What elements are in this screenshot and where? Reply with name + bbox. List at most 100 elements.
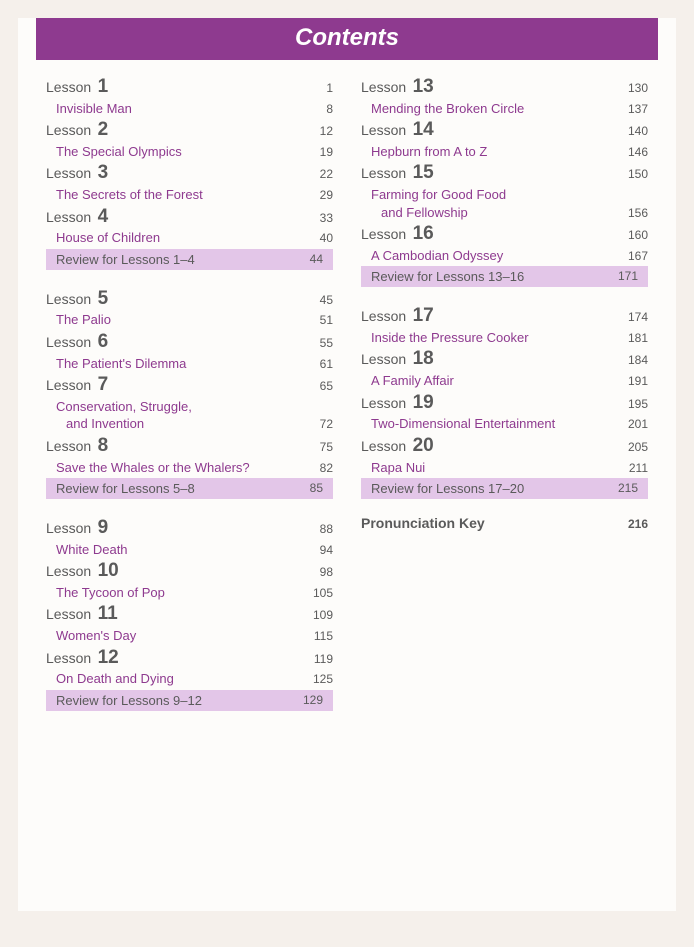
- page-num: 130: [618, 80, 648, 96]
- review-1-4: Review for Lessons 1–4 44: [46, 249, 333, 270]
- lesson-1: Lesson 1 1 Invisible Man 8: [46, 74, 333, 117]
- lesson-subtitle: White Death: [56, 541, 128, 559]
- page-num: 94: [303, 542, 333, 558]
- page-num: 109: [303, 607, 333, 623]
- lesson-subtitle: Women's Day: [56, 627, 136, 645]
- lesson-subtitle: Farming for Good Food: [371, 186, 506, 204]
- page-num: 88: [303, 521, 333, 537]
- pron-page: 216: [618, 517, 648, 531]
- group-3: Lesson 9 88 White Death 94 Lesson 10 98 …: [46, 515, 333, 711]
- lesson-7: Lesson 7 65 Conservation, Struggle, and …: [46, 372, 333, 433]
- page-num: 65: [303, 378, 333, 394]
- contents-header: Contents: [36, 18, 658, 60]
- page-num: 22: [303, 166, 333, 182]
- review-page: 171: [618, 269, 638, 284]
- group-5: Lesson 17 174 Inside the Pressure Cooker…: [361, 303, 648, 499]
- lesson-subtitle: Invisible Man: [56, 100, 132, 118]
- page-num: 33: [303, 210, 333, 226]
- review-page: 215: [618, 481, 638, 496]
- lesson-word: Lesson: [46, 291, 91, 307]
- lesson-13: Lesson 13 130 Mending the Broken Circle …: [361, 74, 648, 117]
- lesson-subtitle: The Secrets of the Forest: [56, 186, 203, 204]
- lesson-11: Lesson 11 109 Women's Day 115: [46, 601, 333, 644]
- page-num: 115: [303, 628, 333, 644]
- page-num: 29: [303, 187, 333, 203]
- pronunciation-key: Pronunciation Key 216: [361, 515, 648, 531]
- lesson-subtitle: Inside the Pressure Cooker: [371, 329, 529, 347]
- review-label: Review for Lessons 17–20: [371, 481, 524, 496]
- lesson-subtitle: and Invention: [66, 415, 144, 433]
- lesson-subtitle: and Fellowship: [381, 204, 468, 222]
- review-13-16: Review for Lessons 13–16 171: [361, 266, 648, 287]
- lesson-subtitle: The Palio: [56, 311, 111, 329]
- lesson-subtitle: Mending the Broken Circle: [371, 100, 524, 118]
- lesson-17: Lesson 17 174 Inside the Pressure Cooker…: [361, 303, 648, 346]
- lesson-num: 2: [98, 119, 109, 140]
- lesson-5: Lesson 5 45 The Palio 51: [46, 286, 333, 329]
- lesson-15: Lesson 15 150 Farming for Good Food and …: [361, 160, 648, 221]
- lesson-19: Lesson 19 195 Two-Dimensional Entertainm…: [361, 390, 648, 433]
- review-page: 129: [303, 693, 323, 708]
- lesson-word: Lesson: [361, 351, 406, 367]
- lesson-num: 17: [413, 305, 434, 326]
- page-num: 191: [618, 373, 648, 389]
- lesson-word: Lesson: [46, 209, 91, 225]
- lesson-8: Lesson 8 75 Save the Whales or the Whale…: [46, 433, 333, 476]
- review-label: Review for Lessons 13–16: [371, 269, 524, 284]
- lesson-word: Lesson: [361, 122, 406, 138]
- lesson-word: Lesson: [46, 377, 91, 393]
- lesson-word: Lesson: [46, 334, 91, 350]
- lesson-subtitle: The Patient's Dilemma: [56, 355, 186, 373]
- page-num: 195: [618, 396, 648, 412]
- lesson-word: Lesson: [361, 308, 406, 324]
- group-4: Lesson 13 130 Mending the Broken Circle …: [361, 74, 648, 287]
- lesson-subtitle: On Death and Dying: [56, 670, 174, 688]
- lesson-num: 8: [98, 435, 109, 456]
- lesson-subtitle: Rapa Nui: [371, 459, 425, 477]
- page-num: 40: [303, 230, 333, 246]
- lesson-3: Lesson 3 22 The Secrets of the Forest 29: [46, 160, 333, 203]
- lesson-num: 20: [413, 435, 434, 456]
- page-num: 105: [303, 585, 333, 601]
- lesson-18: Lesson 18 184 A Family Affair 191: [361, 346, 648, 389]
- lesson-word: Lesson: [46, 165, 91, 181]
- contents-page: Contents Lesson 1 1 Invisible Man 8: [18, 18, 676, 911]
- page-num: 55: [303, 335, 333, 351]
- lesson-subtitle: Hepburn from A to Z: [371, 143, 487, 161]
- lesson-num: 16: [413, 223, 434, 244]
- lesson-word: Lesson: [46, 79, 91, 95]
- toc-columns: Lesson 1 1 Invisible Man 8 Lesson 2 12 T…: [18, 74, 676, 727]
- lesson-subtitle: A Family Affair: [371, 372, 454, 390]
- pron-label: Pronunciation Key: [361, 515, 485, 531]
- page-num: 160: [618, 227, 648, 243]
- lesson-num: 6: [98, 331, 109, 352]
- lesson-12: Lesson 12 119 On Death and Dying 125: [46, 645, 333, 688]
- lesson-word: Lesson: [361, 438, 406, 454]
- lesson-num: 10: [98, 560, 119, 581]
- lesson-num: 13: [413, 76, 434, 97]
- group-2: Lesson 5 45 The Palio 51 Lesson 6 55 The…: [46, 286, 333, 499]
- lesson-num: 9: [98, 517, 109, 538]
- page-num: 137: [618, 101, 648, 117]
- lesson-num: 3: [98, 162, 109, 183]
- review-5-8: Review for Lessons 5–8 85: [46, 478, 333, 499]
- page-num: 119: [303, 651, 333, 667]
- lesson-num: 1: [98, 76, 109, 97]
- page-num: 205: [618, 439, 648, 455]
- lesson-num: 4: [98, 206, 109, 227]
- lesson-subtitle: The Tycoon of Pop: [56, 584, 165, 602]
- lesson-word: Lesson: [46, 606, 91, 622]
- page-num: 156: [618, 205, 648, 221]
- review-label: Review for Lessons 5–8: [56, 481, 195, 496]
- lesson-subtitle: The Special Olympics: [56, 143, 182, 161]
- page-num: 1: [303, 80, 333, 96]
- lesson-subtitle: Conservation, Struggle,: [56, 398, 192, 416]
- lesson-word: Lesson: [46, 520, 91, 536]
- lesson-16: Lesson 16 160 A Cambodian Odyssey 167: [361, 221, 648, 264]
- review-page: 85: [310, 481, 323, 496]
- page-num: 45: [303, 292, 333, 308]
- lesson-num: 12: [98, 647, 119, 668]
- review-label: Review for Lessons 9–12: [56, 693, 202, 708]
- lesson-word: Lesson: [361, 79, 406, 95]
- page-num: 140: [618, 123, 648, 139]
